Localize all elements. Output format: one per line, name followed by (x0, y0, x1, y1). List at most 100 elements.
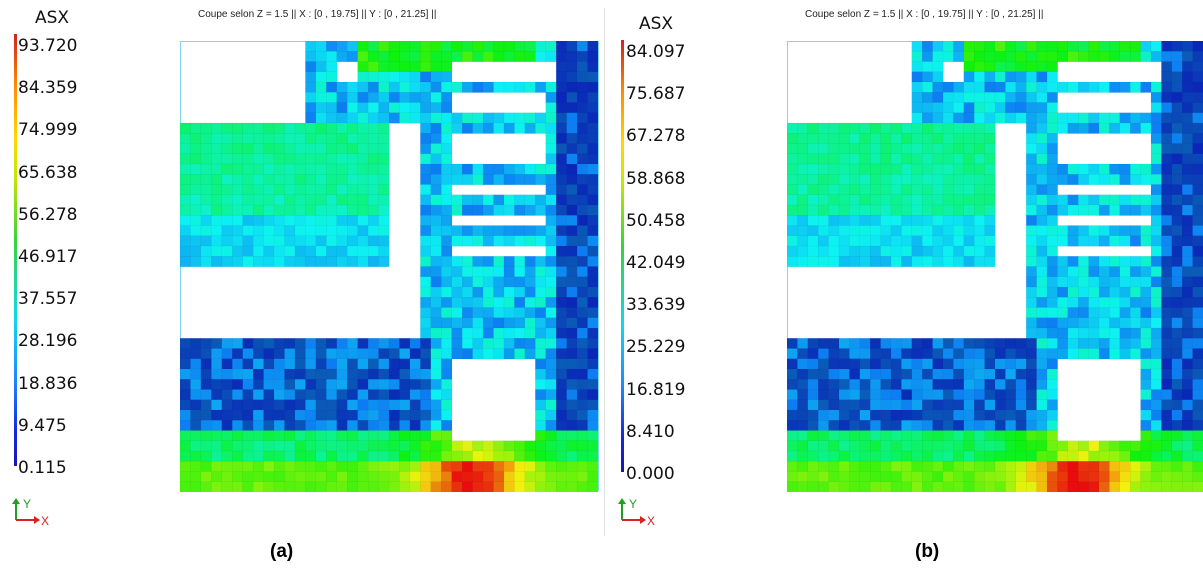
heatmap-cell (1119, 440, 1131, 452)
heatmap-cell (1150, 256, 1162, 267)
heatmap-cell (1015, 81, 1027, 93)
heatmap-cell (1150, 174, 1162, 185)
heatmap-cell (787, 420, 798, 431)
heatmap-cell (797, 348, 809, 360)
heatmap-cell (787, 358, 798, 370)
heatmap-cell (347, 184, 359, 196)
heatmap-cell (587, 409, 598, 421)
heatmap-cell (1171, 338, 1183, 349)
heatmap-cell (953, 204, 965, 216)
legend-value: 93.720 (18, 36, 78, 56)
heatmap-cell (493, 307, 505, 319)
heatmap-cell (1026, 225, 1038, 237)
legend-value: 65.638 (18, 162, 78, 183)
heatmap-cell (901, 461, 913, 472)
heatmap-cell (1140, 368, 1152, 380)
heatmap-cell (305, 461, 317, 472)
heatmap-cell (838, 143, 850, 155)
heatmap-cell (1150, 348, 1162, 360)
heatmap-cell (190, 194, 202, 206)
heatmap-cell (838, 409, 850, 421)
heatmap-cell (388, 358, 400, 370)
heatmap-cell (305, 112, 317, 124)
heatmap-cell (1140, 461, 1152, 472)
heatmap-cell (326, 440, 338, 452)
heatmap-cell (1192, 338, 1203, 349)
heatmap-cell (807, 399, 819, 411)
heatmap-cell (974, 440, 986, 452)
heatmap-cell (200, 204, 212, 216)
heatmap-cell (336, 102, 348, 114)
heatmap-cell (1078, 112, 1090, 124)
heatmap-cell (1098, 174, 1110, 185)
heatmap-cell (1150, 358, 1162, 370)
plot-title: Coupe selon Z = 1.5 || X : [0 , 19.75] |… (198, 9, 437, 20)
heatmap-cell (378, 338, 390, 349)
heatmap-cell (818, 471, 830, 483)
heatmap-cell (880, 194, 892, 206)
heatmap-cell (953, 358, 965, 370)
heatmap-cell (273, 348, 285, 360)
heatmap-cell (1067, 204, 1079, 216)
heatmap-cell (828, 358, 840, 370)
heatmap-cell (211, 215, 223, 226)
heatmap-cell (1078, 194, 1090, 206)
heatmap-cell (347, 461, 359, 472)
heatmap-cell (932, 358, 944, 370)
heatmap-cell (430, 81, 442, 93)
heatmap-cell (1161, 112, 1173, 124)
heatmap-cell (942, 215, 954, 226)
legend-value: 75.687 (626, 84, 686, 105)
axis-x-label: X (41, 514, 49, 526)
heatmap-cell (859, 204, 871, 216)
heatmap-cell (1026, 481, 1038, 492)
heatmap-cell (232, 256, 244, 267)
heatmap-cell (566, 61, 578, 73)
heatmap-cell (911, 368, 923, 380)
heatmap-cell (911, 194, 923, 206)
heatmap-cell (347, 51, 359, 62)
heatmap-cell (378, 153, 390, 165)
heatmap-cell (556, 440, 568, 452)
heatmap-cell (984, 102, 996, 114)
heatmap-cell (994, 461, 1006, 472)
heatmap-cell (253, 163, 265, 175)
heatmap-cell (545, 204, 557, 216)
heatmap-cell (963, 204, 975, 216)
heatmap-cell (1088, 276, 1100, 288)
heatmap-cell (378, 215, 390, 226)
heatmap-cell (1140, 122, 1152, 134)
heatmap-cell (441, 430, 453, 442)
heatmap-cell (315, 235, 327, 247)
heatmap-cell (963, 112, 975, 124)
heatmap-cell (409, 409, 421, 421)
heatmap-cell (556, 112, 568, 124)
heatmap-cell (378, 471, 390, 483)
heatmap-cell (294, 215, 306, 226)
heatmap-cell (828, 461, 840, 472)
heatmap-cell (870, 245, 882, 257)
heatmap-cell (974, 481, 986, 492)
heatmap-cell (587, 348, 598, 360)
plot-title: Coupe selon Z = 1.5 || X : [0 , 19.75] |… (805, 9, 1044, 20)
heatmap-cell (545, 194, 557, 206)
heatmap-cell (566, 440, 578, 452)
heatmap-cell (797, 409, 809, 421)
heatmap-cell (211, 256, 223, 267)
heatmap-cell (535, 225, 547, 237)
heatmap-cell (1161, 235, 1173, 247)
heatmap-cell (503, 471, 515, 483)
heatmap-cell (347, 409, 359, 421)
heatmap-cell (911, 92, 923, 103)
heatmap-cell (942, 122, 954, 134)
heatmap-cell (242, 133, 254, 144)
heatmap-cell (420, 41, 432, 52)
heatmap-cell (1171, 297, 1183, 308)
heatmap-cell (911, 409, 923, 421)
heatmap-cell (1150, 153, 1162, 165)
heatmap-cell (357, 471, 369, 483)
heatmap-cell (566, 297, 578, 308)
heatmap-cell (367, 379, 380, 390)
heatmap-cell (1150, 440, 1162, 452)
heatmap-cell (849, 358, 861, 370)
